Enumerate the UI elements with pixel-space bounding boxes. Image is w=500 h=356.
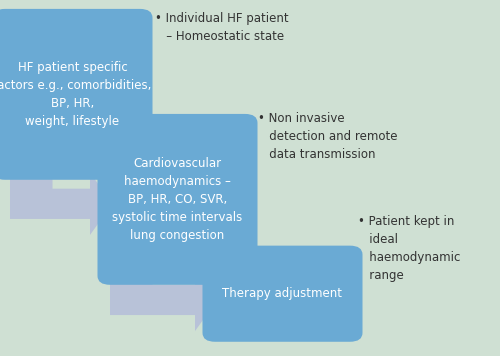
FancyBboxPatch shape (0, 9, 152, 180)
Text: • Patient kept in
   ideal
   haemodynamic
   range: • Patient kept in ideal haemodynamic ran… (358, 215, 460, 282)
Text: Cardiovascular
haemodynamics –
BP, HR, CO, SVR,
systolic time intervals
lung con: Cardiovascular haemodynamics – BP, HR, C… (112, 157, 242, 242)
Text: Therapy adjustment: Therapy adjustment (222, 287, 342, 300)
Polygon shape (110, 269, 218, 331)
Text: • Individual HF patient
   – Homeostatic state: • Individual HF patient – Homeostatic st… (155, 12, 288, 43)
Polygon shape (10, 171, 113, 235)
FancyBboxPatch shape (202, 246, 362, 342)
Text: HF patient specific
factors e.g., comorbidities,
BP, HR,
weight, lifestyle: HF patient specific factors e.g., comorb… (0, 61, 152, 128)
Text: • Non invasive
   detection and remote
   data transmission: • Non invasive detection and remote data… (258, 112, 397, 161)
FancyBboxPatch shape (98, 114, 258, 285)
